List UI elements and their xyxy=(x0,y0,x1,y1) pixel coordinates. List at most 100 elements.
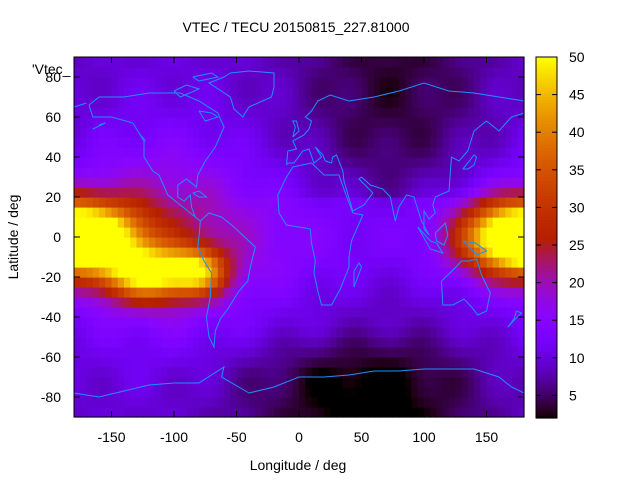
heatmap-cell xyxy=(161,327,169,338)
heatmap-cell xyxy=(292,257,300,268)
heatmap-cell xyxy=(211,87,219,98)
heatmap-cell xyxy=(286,307,294,318)
heatmap-cell xyxy=(424,307,431,318)
heatmap-cell xyxy=(342,77,350,88)
heatmap-cell xyxy=(486,147,494,158)
heatmap-cell xyxy=(261,337,269,348)
heatmap-cell xyxy=(461,247,469,258)
heatmap-cell xyxy=(180,267,188,278)
heatmap-cell xyxy=(355,397,363,408)
heatmap-cell xyxy=(99,117,106,128)
heatmap-cell xyxy=(505,117,513,128)
heatmap-cell xyxy=(361,117,369,128)
heatmap-cell xyxy=(186,357,194,368)
heatmap-cell xyxy=(355,87,363,98)
heatmap-cell xyxy=(461,167,469,178)
heatmap-cell xyxy=(399,127,406,138)
heatmap-cell xyxy=(236,157,244,168)
heatmap-cell xyxy=(174,377,181,388)
heatmap-cell xyxy=(311,247,319,258)
heatmap-cell xyxy=(186,327,194,338)
heatmap-cell xyxy=(274,217,281,228)
heatmap-cell xyxy=(124,177,131,188)
heatmap-cell xyxy=(417,217,425,228)
heatmap-cell xyxy=(424,337,431,348)
heatmap-cell xyxy=(280,117,288,128)
heatmap-cell xyxy=(392,217,400,228)
heatmap-cell xyxy=(99,107,106,118)
heatmap-cell xyxy=(349,407,356,418)
heatmap-cell xyxy=(349,357,356,368)
heatmap-cell xyxy=(374,167,381,178)
heatmap-cell xyxy=(124,87,131,98)
heatmap-cell xyxy=(174,297,181,308)
heatmap-cell xyxy=(480,237,488,248)
heatmap-cell xyxy=(242,117,250,128)
heatmap-cell xyxy=(342,247,350,258)
heatmap-cell xyxy=(242,257,250,268)
heatmap-cell xyxy=(142,257,150,268)
heatmap-cell xyxy=(449,317,456,328)
heatmap-cell xyxy=(330,177,338,188)
heatmap-cell xyxy=(142,357,150,368)
heatmap-cell xyxy=(305,257,313,268)
heatmap-cell xyxy=(461,107,469,118)
heatmap-cell xyxy=(180,107,188,118)
heatmap-cell xyxy=(274,317,281,328)
heatmap-cell xyxy=(399,237,406,248)
heatmap-cell xyxy=(99,337,106,348)
heatmap-cell xyxy=(130,357,138,368)
heatmap-cell xyxy=(117,277,125,288)
heatmap-cell xyxy=(317,57,325,68)
heatmap-cell xyxy=(136,87,144,98)
heatmap-cell xyxy=(186,337,194,348)
heatmap-cell xyxy=(217,347,225,358)
heatmap-cell xyxy=(199,257,206,268)
heatmap-cell xyxy=(436,337,444,348)
heatmap-cell xyxy=(336,97,344,108)
heatmap-cell xyxy=(336,397,344,408)
heatmap-cell xyxy=(105,347,113,358)
heatmap-cell xyxy=(374,347,381,358)
heatmap-cell xyxy=(355,407,363,418)
heatmap-cell xyxy=(292,227,300,238)
heatmap-cell xyxy=(317,117,325,128)
heatmap-cell xyxy=(286,207,294,218)
heatmap-cell xyxy=(261,197,269,208)
heatmap-cell xyxy=(180,337,188,348)
heatmap-cell xyxy=(455,327,463,338)
heatmap-cell xyxy=(124,367,131,378)
heatmap-cell xyxy=(386,347,394,358)
heatmap-cell xyxy=(505,347,513,358)
heatmap-cell xyxy=(311,377,319,388)
heatmap-cell xyxy=(517,87,525,98)
heatmap-cell xyxy=(124,147,131,158)
heatmap-cell xyxy=(211,307,219,318)
heatmap-cell xyxy=(424,197,431,208)
heatmap-cell xyxy=(286,407,294,418)
heatmap-cell xyxy=(161,277,169,288)
colorbar-segment xyxy=(536,78,557,82)
heatmap-cell xyxy=(174,397,181,408)
heatmap-cell xyxy=(180,357,188,368)
y-tick-label: 40 xyxy=(45,149,61,165)
heatmap-cell xyxy=(442,107,450,118)
heatmap-cell xyxy=(436,87,444,98)
heatmap-cell xyxy=(361,157,369,168)
heatmap-cell xyxy=(392,67,400,78)
heatmap-cell xyxy=(430,177,438,188)
heatmap-cell xyxy=(449,297,456,308)
heatmap-cell xyxy=(430,367,438,378)
heatmap-cell xyxy=(330,377,338,388)
heatmap-cell xyxy=(236,107,244,118)
heatmap-cell xyxy=(492,397,500,408)
heatmap-cell xyxy=(142,327,150,338)
heatmap-cell xyxy=(142,127,150,138)
heatmap-cell xyxy=(505,67,513,78)
heatmap-cell xyxy=(274,167,281,178)
heatmap-cell xyxy=(267,107,275,118)
heatmap-cell xyxy=(117,367,125,378)
heatmap-cell xyxy=(280,287,288,298)
heatmap-cell xyxy=(342,277,350,288)
heatmap-cell xyxy=(430,87,438,98)
